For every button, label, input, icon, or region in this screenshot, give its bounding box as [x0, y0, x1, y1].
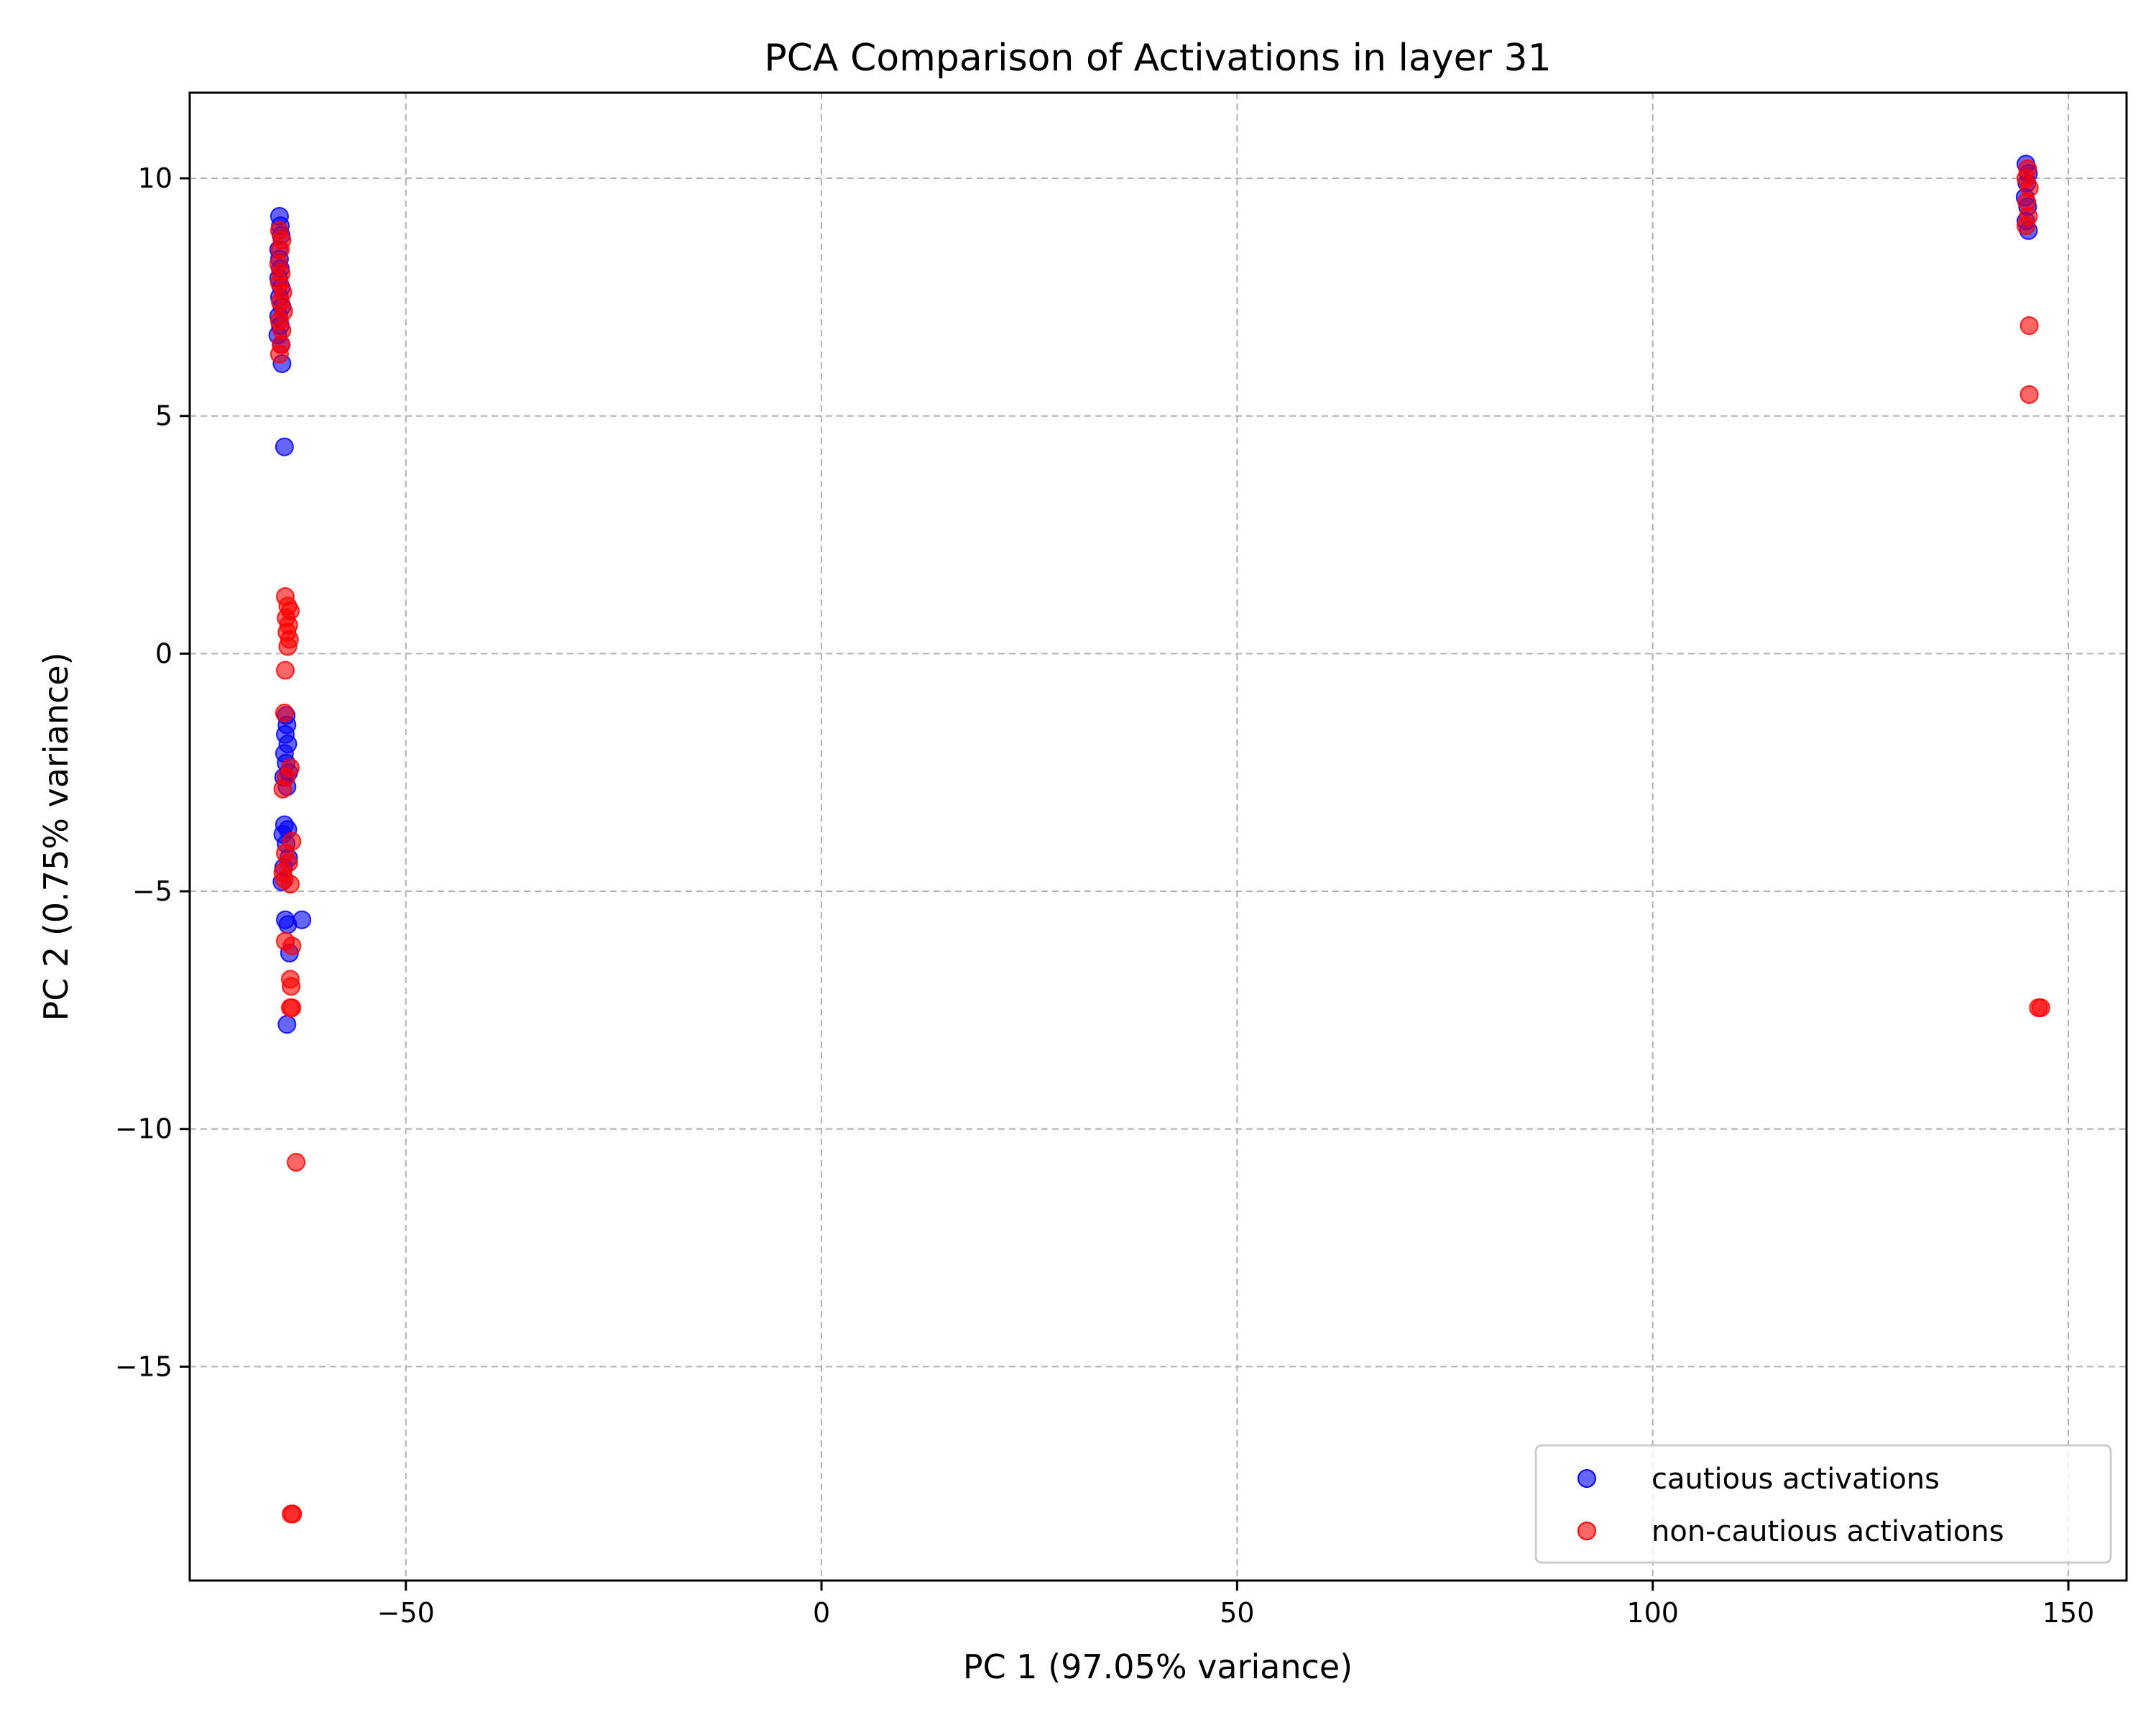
scatter-points	[268, 155, 2050, 1524]
non-cautious-point	[282, 937, 302, 956]
legend-marker-non-cautious	[1577, 1522, 1596, 1540]
cautious-point	[277, 1015, 297, 1034]
y-tick-label: −10	[115, 1113, 172, 1145]
cautious-point	[292, 910, 312, 929]
non-cautious-point	[282, 998, 302, 1018]
x-tick-label: 0	[813, 1597, 830, 1629]
non-cautious-point	[270, 344, 289, 364]
y-axis-label: PC 2 (0.75% variance)	[37, 652, 75, 1021]
legend: cautious activations non-cautious activa…	[1534, 1444, 2112, 1564]
x-tick-label: 150	[2042, 1597, 2095, 1629]
legend-label-cautious: cautious activations	[1651, 1463, 1940, 1496]
non-cautious-point	[2019, 385, 2039, 404]
non-cautious-point	[278, 637, 298, 656]
non-cautious-point	[276, 661, 295, 680]
y-tick-label: −15	[115, 1351, 172, 1382]
y-tick-label: 0	[155, 638, 172, 669]
x-tick-label: −50	[377, 1597, 435, 1629]
non-cautious-point	[275, 704, 294, 723]
y-tick-label: −5	[132, 875, 172, 907]
non-cautious-point	[282, 977, 301, 996]
x-tick-label: 100	[1626, 1597, 1679, 1629]
y-tick-label: 5	[155, 400, 172, 432]
non-cautious-point	[273, 779, 292, 799]
cautious-point	[275, 437, 294, 456]
plot-area-frame	[188, 91, 2128, 1582]
non-cautious-point	[283, 1504, 303, 1524]
x-axis-label: PC 1 (97.05% variance)	[963, 1647, 1353, 1686]
y-tick-label: 10	[138, 162, 172, 194]
non-cautious-point	[2031, 998, 2050, 1018]
x-tick-label: 50	[1220, 1597, 1254, 1629]
non-cautious-point	[2017, 216, 2036, 236]
legend-box	[1534, 1444, 2112, 1564]
non-cautious-point	[287, 1153, 306, 1172]
non-cautious-point	[2019, 316, 2039, 336]
legend-marker-cautious	[1577, 1469, 1596, 1488]
non-cautious-point	[280, 875, 300, 894]
legend-label-non-cautious: non-cautious activations	[1651, 1515, 2004, 1548]
grid-lines	[190, 93, 2127, 1581]
chart-title: PCA Comparison of Activations in layer 3…	[764, 37, 1551, 80]
